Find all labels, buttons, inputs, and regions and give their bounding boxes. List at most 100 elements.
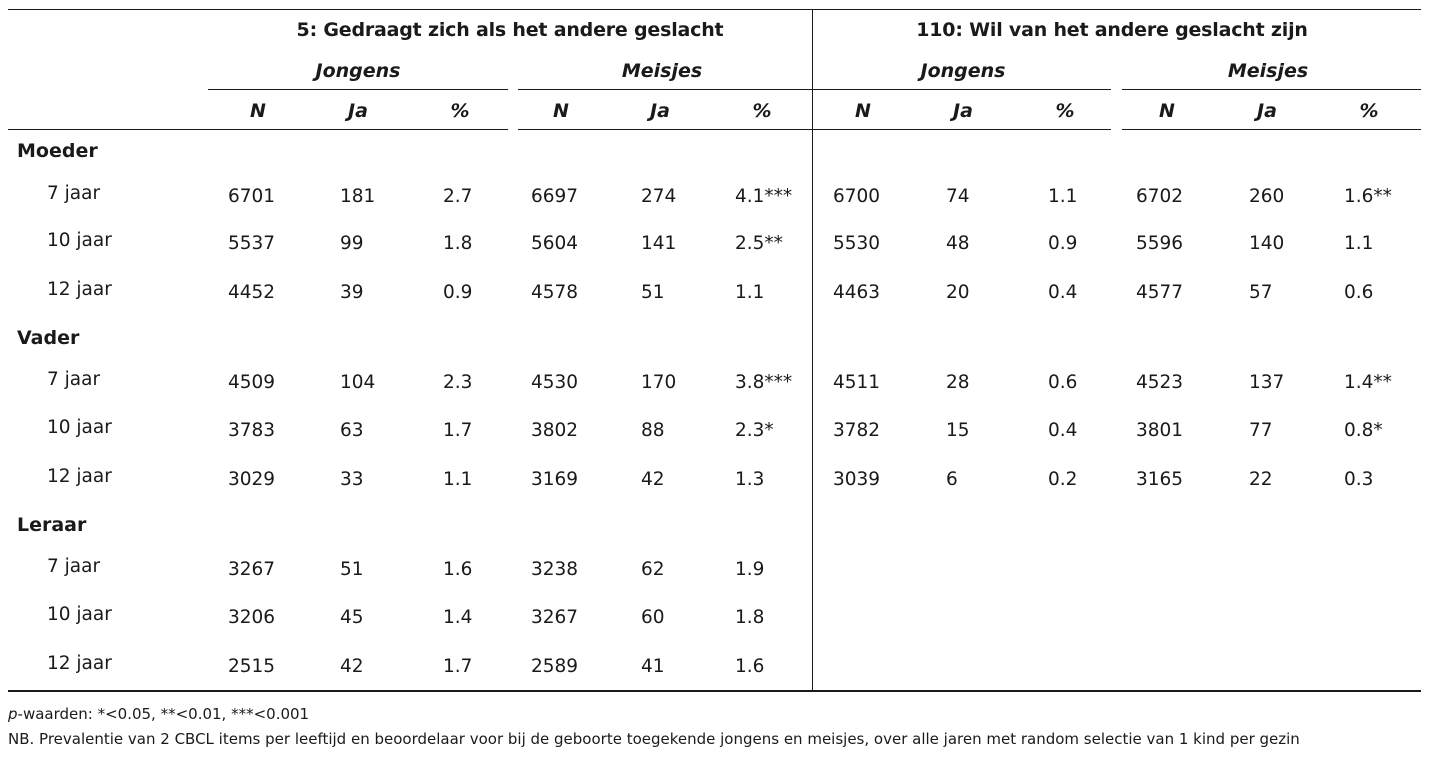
table-cell: 41 (641, 656, 665, 677)
table-cell: 3267 (531, 607, 579, 628)
table-cell: 5596 (1136, 233, 1184, 254)
table-cell: 60 (641, 607, 665, 628)
top-rule (8, 9, 1421, 10)
table-cell: 1.6** (1344, 186, 1392, 207)
table-cell: 0.9 (443, 282, 473, 303)
table-cell: 99 (340, 233, 364, 254)
table-cell: 0.6 (1048, 372, 1078, 393)
table-cell: 1.6 (443, 559, 473, 580)
table-cell: 137 (1249, 372, 1285, 393)
table-cell: 4578 (531, 282, 579, 303)
table-cell: 141 (641, 233, 677, 254)
col-ja-2: Ja (650, 100, 670, 122)
table-cell: 0.3 (1344, 469, 1374, 490)
table-cell: 1.4 (443, 607, 473, 628)
table-cell: 6701 (228, 186, 276, 207)
table-cell: 1.8 (443, 233, 473, 254)
table-cell: 5530 (833, 233, 881, 254)
table-cell: 2589 (531, 656, 579, 677)
table-cell: 42 (641, 469, 665, 490)
table-cell: 1.1 (735, 282, 765, 303)
table-cell: 0.8* (1344, 420, 1383, 441)
row-age-label: 12 jaar (47, 279, 112, 300)
table-cell: 1.4** (1344, 372, 1392, 393)
table-cell: 3801 (1136, 420, 1184, 441)
table-cell: 1.1 (1344, 233, 1374, 254)
table-cell: 3782 (833, 420, 881, 441)
table-cell: 77 (1249, 420, 1273, 441)
nb-note: NB. Prevalentie van 2 CBCL items per lee… (8, 730, 1300, 748)
col-pct-3: % (1055, 100, 1075, 122)
table-cell: 6 (946, 469, 958, 490)
table-cell: 42 (340, 656, 364, 677)
table-cell: 0.4 (1048, 420, 1078, 441)
table-cell: 0.4 (1048, 282, 1078, 303)
table-cell: 2.3* (735, 420, 774, 441)
table-cell: 3267 (228, 559, 276, 580)
table-cell: 1.9 (735, 559, 765, 580)
table-cell: 4577 (1136, 282, 1184, 303)
table-cell: 3169 (531, 469, 579, 490)
row-age-label: 12 jaar (47, 466, 112, 487)
table-cell: 88 (641, 420, 665, 441)
table-cell: 1.1 (443, 469, 473, 490)
table-cell: 2.5** (735, 233, 783, 254)
rule-col-boys-left (208, 129, 508, 130)
table-cell: 2.3 (443, 372, 473, 393)
group-girls-right: Meisjes (1227, 60, 1309, 82)
p-values-note: p-waarden: *<0.05, **<0.01, ***<0.001 (8, 707, 309, 722)
row-age-label: 7 jaar (47, 556, 101, 577)
table-cell: 39 (340, 282, 364, 303)
group-girls-left: Meisjes (621, 60, 703, 82)
table-cell: 15 (946, 420, 970, 441)
table-cell: 4511 (833, 372, 881, 393)
table-cell: 6697 (531, 186, 579, 207)
table-cell: 63 (340, 420, 364, 441)
table-cell: 1.7 (443, 420, 473, 441)
right-title: 110: Wil van het andere geslacht zijn (916, 19, 1308, 41)
bottom-rule (8, 690, 1421, 692)
table-cell: 1.3 (735, 469, 765, 490)
table-cell: 1.8 (735, 607, 765, 628)
table-cell: 4.1*** (735, 186, 793, 207)
table-cell: 20 (946, 282, 970, 303)
table-cell: 2515 (228, 656, 276, 677)
table-cell: 104 (340, 372, 376, 393)
row-age-label: 10 jaar (47, 604, 112, 625)
table-cell: 2.7 (443, 186, 473, 207)
table-cell: 5537 (228, 233, 276, 254)
table-cell: 260 (1249, 186, 1285, 207)
table-cell: 0.6 (1344, 282, 1374, 303)
center-divider (812, 9, 813, 691)
table-cell: 274 (641, 186, 677, 207)
table-cell: 22 (1249, 469, 1273, 490)
col-ja-1: Ja (348, 100, 368, 122)
table-cell: 0.2 (1048, 469, 1078, 490)
rule-group-girls-right (1122, 89, 1421, 90)
table-cell: 0.9 (1048, 233, 1078, 254)
table-cell: 6700 (833, 186, 881, 207)
table-cell: 4523 (1136, 372, 1184, 393)
rule-col-boys-right (813, 129, 1111, 130)
row-age-label: 10 jaar (47, 230, 112, 251)
table-cell: 48 (946, 233, 970, 254)
col-n-4: N (1159, 100, 1175, 122)
table-cell: 3165 (1136, 469, 1184, 490)
col-n-3: N (855, 100, 871, 122)
col-n-1: N (250, 100, 266, 122)
p-italic: p (8, 705, 18, 723)
section-label: Moeder (17, 140, 98, 162)
table-cell: 5604 (531, 233, 579, 254)
table-cell: 4463 (833, 282, 881, 303)
table-cell: 51 (340, 559, 364, 580)
table-cell: 6702 (1136, 186, 1184, 207)
table-cell: 3802 (531, 420, 579, 441)
table-cell: 45 (340, 607, 364, 628)
rule-group-boys-right (813, 89, 1111, 90)
rule-group-boys-left (208, 89, 508, 90)
table-cell: 57 (1249, 282, 1273, 303)
table-cell: 62 (641, 559, 665, 580)
table-cell: 4509 (228, 372, 276, 393)
table-cell: 3238 (531, 559, 579, 580)
